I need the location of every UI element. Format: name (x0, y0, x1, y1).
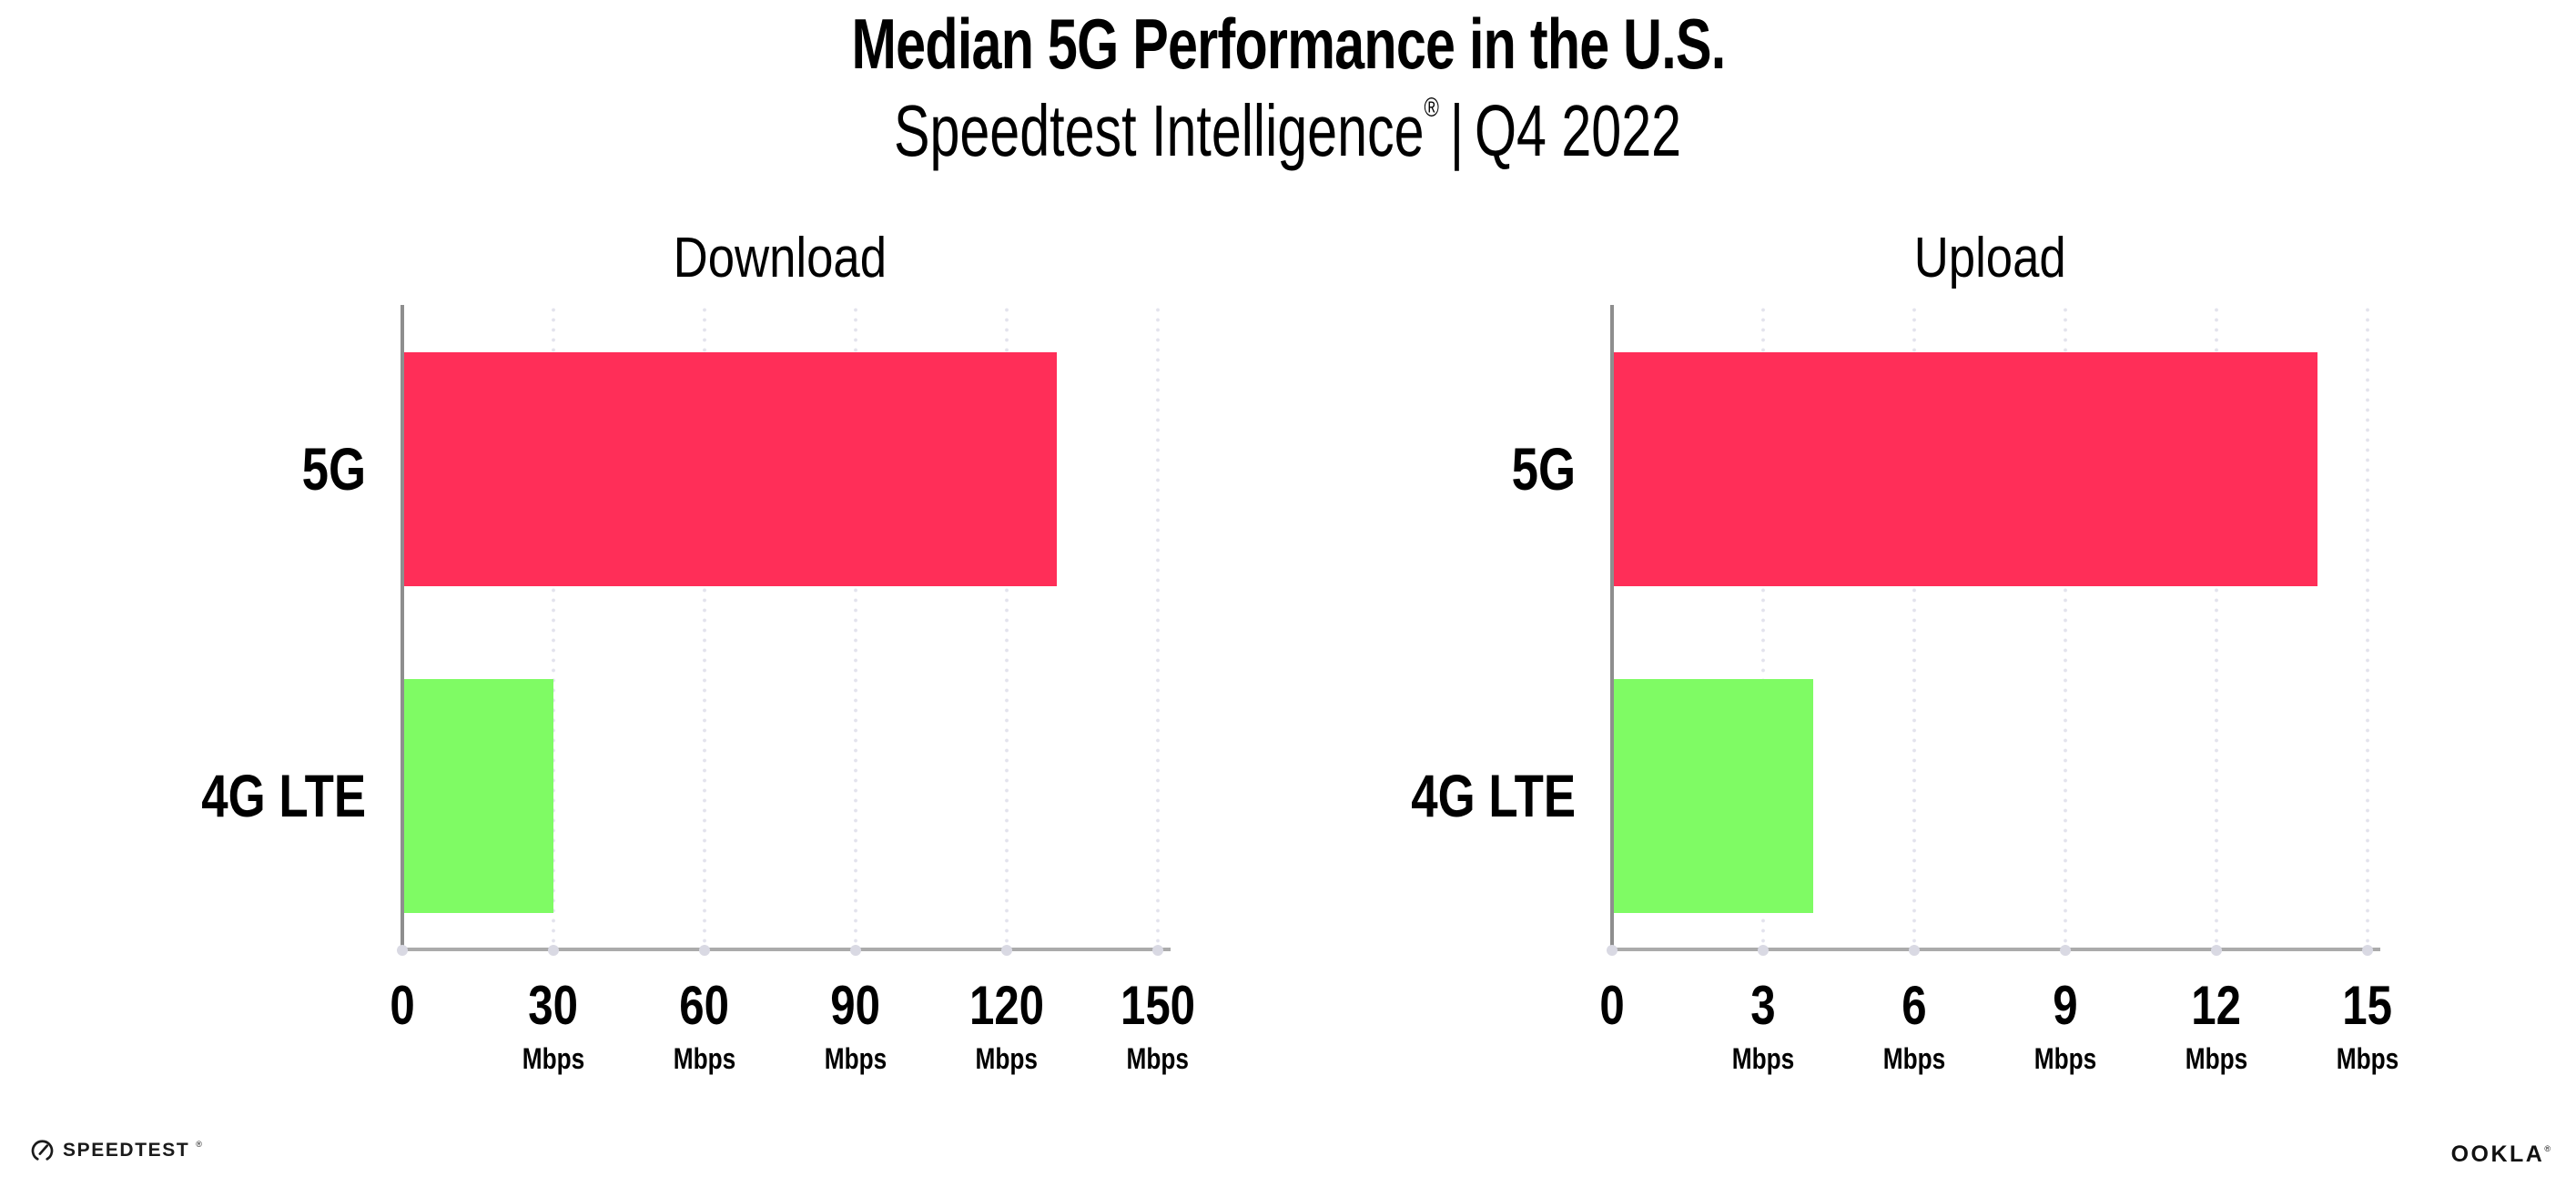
category-label-5g: 5G (301, 435, 366, 502)
speedtest-gauge-icon (31, 1140, 54, 1161)
category-label-4g-lte: 4G LTE (201, 762, 366, 829)
category-label-4g-lte: 4G LTE (1411, 762, 1576, 829)
download-chart: Download 5G 4G LTE 0 30 Mbps 60 Mbps 90 Mbps 12… (127, 226, 1195, 1145)
subtitle-separator: | (1450, 90, 1465, 171)
axis-tick-dot (1152, 945, 1163, 956)
gridline (551, 305, 556, 949)
gridline (1760, 305, 1766, 949)
x-tick-unit: Mbps (1882, 1042, 1946, 1075)
page-subtitle-text: Speedtest Intelligence® | Q4 2022 (894, 91, 1681, 171)
upload-x-tick-labels: 0 3 Mbps 6 Mbps 9 Mbps 12 Mbps 15 Mbps (1599, 975, 2399, 1151)
x-tick-number: 30 (528, 975, 579, 1036)
x-tick-number: 150 (1120, 975, 1196, 1036)
gridline (702, 305, 707, 949)
axis-tick-dot (1758, 945, 1769, 956)
axis-tick-dot (699, 945, 710, 956)
x-tick: 3 Mbps (1725, 975, 1801, 1075)
gridline (1155, 305, 1161, 949)
gridline (853, 305, 858, 949)
download-gridlines (402, 305, 1161, 949)
x-tick: 9 Mbps (2027, 975, 2104, 1075)
axis-tick-dot (850, 945, 861, 956)
category-label-5g: 5G (1511, 435, 1576, 502)
x-tick-unit: Mbps (2185, 1042, 2248, 1075)
upload-chart: Upload 5G 4G LTE 0 3 Mbps 6 Mbps 9 Mbps 12 Mbps 1… (1337, 226, 2399, 1145)
x-tick-unit: Mbps (1126, 1042, 1190, 1075)
page-title: Median 5G Performance in the U.S. (0, 4, 2576, 84)
upload-plot-area: 0 3 Mbps 6 Mbps 9 Mbps 12 Mbps 15 Mbps (1599, 305, 2399, 1073)
x-tick-number: 3 (1750, 975, 1776, 1036)
axis-tick-dot (397, 945, 408, 956)
gridline (2063, 305, 2068, 949)
x-tick-number: 12 (2191, 975, 2242, 1036)
x-tick: 90 Mbps (817, 975, 894, 1075)
download-chart-title: Download (673, 227, 887, 289)
bar-5g-download (402, 352, 1058, 586)
x-tick-unit: Mbps (673, 1042, 736, 1075)
registered-trademark-icon: ® (1424, 93, 1440, 123)
upload-x-axis-line (1608, 948, 2380, 951)
download-x-tick-labels: 0 30 Mbps 60 Mbps 90 Mbps 120 Mbps 150 Mbps (390, 975, 1195, 1151)
speedtest-wordmark: SPEEDTEST (63, 1140, 190, 1161)
gridline (1004, 305, 1009, 949)
upload-category-labels: 5G 4G LTE (1337, 305, 1612, 949)
x-tick-number: 15 (2342, 975, 2393, 1036)
ookla-wordmark: OOKLA (2450, 1141, 2545, 1167)
speedtest-logo: SPEEDTEST ® (30, 1138, 204, 1162)
x-tick-unit: Mbps (522, 1042, 585, 1075)
x-tick: 12 Mbps (2178, 975, 2255, 1075)
x-tick: 120 Mbps (961, 975, 1052, 1075)
x-tick: 15 Mbps (2329, 975, 2406, 1075)
download-plot-area: 0 30 Mbps 60 Mbps 90 Mbps 120 Mbps 150 Mbps (390, 305, 1195, 1073)
upload-y-axis-line (1610, 305, 1614, 949)
axis-tick-dot (2362, 945, 2373, 956)
registered-trademark-icon: ® (196, 1139, 202, 1149)
gridline (2214, 305, 2219, 949)
x-tick-number: 6 (1902, 975, 1927, 1036)
download-x-axis-line (399, 948, 1171, 951)
x-tick-unit: Mbps (2336, 1042, 2399, 1075)
x-tick-unit: Mbps (975, 1042, 1039, 1075)
download-category-labels: 5G 4G LTE (127, 305, 402, 949)
x-tick: 0 (387, 979, 417, 1033)
axis-tick-dot (548, 945, 559, 956)
x-tick: 30 Mbps (515, 975, 592, 1075)
bar-4g-lte-download (402, 679, 553, 913)
axis-tick-dot (1909, 945, 1920, 956)
x-tick-number: 60 (679, 975, 730, 1036)
x-tick-number: 90 (830, 975, 881, 1036)
gridline (1912, 305, 1917, 949)
upload-gridlines (1612, 305, 2370, 949)
registered-trademark-icon: ® (2544, 1143, 2551, 1153)
axis-tick-dot (1607, 945, 1618, 956)
axis-tick-dot (2211, 945, 2222, 956)
subtitle-product: Speedtest Intelligence (894, 90, 1425, 171)
x-tick-number: 0 (1599, 975, 1625, 1036)
ookla-logo: OOKLA® (2451, 1143, 2551, 1166)
page-title-text: Median 5G Performance in the U.S. (851, 4, 1726, 84)
upload-chart-title: Upload (1913, 227, 2066, 289)
gridline (2365, 305, 2370, 949)
bar-4g-lte-upload (1612, 679, 1814, 913)
x-tick-unit: Mbps (2033, 1042, 2097, 1075)
upload-chart-body: 5G 4G LTE 0 3 Mbps 6 Mbps 9 Mbps 12 Mbps 15 Mbps (1337, 305, 2399, 1073)
subtitle-period: Q4 2022 (1475, 90, 1682, 171)
x-tick-number: 120 (969, 975, 1045, 1036)
x-tick: 60 Mbps (666, 975, 743, 1075)
x-tick-number: 0 (390, 975, 415, 1036)
x-tick-unit: Mbps (1731, 1042, 1795, 1075)
x-tick: 6 Mbps (1876, 975, 1952, 1075)
axis-tick-dot (1001, 945, 1012, 956)
download-chart-body: 5G 4G LTE 0 30 Mbps 60 Mbps 90 Mbps 120 Mbps 150 M… (127, 305, 1195, 1073)
x-tick-number: 9 (2053, 975, 2078, 1036)
page-subtitle: Speedtest Intelligence® | Q4 2022 (0, 91, 2576, 171)
bar-5g-upload (1612, 352, 2317, 586)
x-tick: 150 Mbps (1112, 975, 1203, 1075)
x-tick: 0 (1597, 979, 1627, 1033)
download-y-axis-line (401, 305, 404, 949)
x-tick-unit: Mbps (824, 1042, 887, 1075)
axis-tick-dot (2060, 945, 2071, 956)
